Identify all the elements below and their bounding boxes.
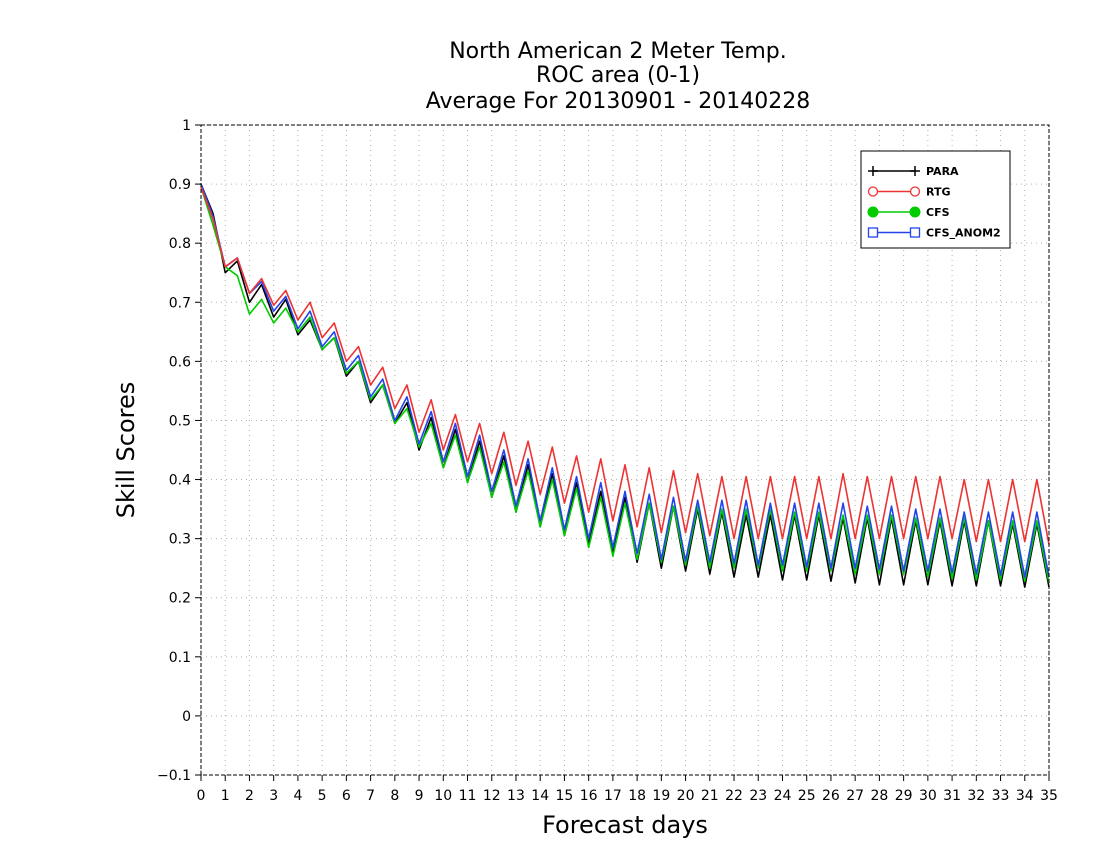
legend-marker-square: [867, 227, 879, 238]
x-tick-label: 29: [895, 788, 913, 804]
legend-marker-dot: [867, 206, 879, 218]
x-tick-label: 23: [749, 788, 767, 804]
x-tick-label: 15: [556, 788, 574, 804]
series-line-cfs-anom2: [200, 183, 1050, 578]
chart-title-line-1: North American 2 Meter Temp.: [449, 39, 787, 64]
x-tick-label: 31: [943, 788, 961, 804]
x-tick-label: 24: [774, 788, 792, 804]
y-tick-label: 0.1: [169, 650, 191, 666]
x-tick-label: 12: [483, 788, 501, 804]
x-tick-label: 22: [725, 788, 743, 804]
legend-marker-square: [909, 227, 921, 238]
chart-title-line-2: ROC area (0-1): [536, 63, 700, 88]
x-tick-label: 13: [507, 788, 525, 804]
x-tick-label: 19: [652, 788, 670, 804]
x-tick-label: 1: [221, 788, 230, 804]
y-tick-label: 0.2: [169, 591, 191, 607]
x-tick-label: 34: [1016, 788, 1034, 804]
x-tick-label: 30: [919, 788, 937, 804]
x-tick-label: 26: [822, 788, 840, 804]
y-tick-label: 0.7: [169, 295, 191, 311]
y-tick-label: 0.9: [169, 177, 191, 193]
legend-marker-circle: [867, 186, 879, 197]
x-tick-label: 27: [846, 788, 864, 804]
y-tick-label: 0.5: [169, 413, 191, 429]
x-tick-label: 14: [531, 788, 549, 804]
series-lines: [200, 183, 1050, 588]
plot-frame: [200, 124, 1050, 776]
x-axis-ticks: 0 1 2 3 4 5 6 7 8 9 10 11 12 13 14 15 16 17 18 19 20 21 22 23 24…: [197, 775, 1058, 804]
y-tick-label: 0: [182, 709, 191, 725]
x-tick-label: 17: [604, 788, 622, 804]
x-tick-label: 32: [967, 788, 985, 804]
series-line-rtg: [200, 186, 1050, 545]
y-tick-label: −0.1: [157, 768, 191, 784]
y-tick-label: 0.3: [169, 532, 191, 548]
x-axis-title: Forecast days: [542, 811, 708, 839]
legend-items: PARA RTG CFS CFS_ANOM2: [867, 165, 1001, 240]
x-tick-label: 35: [1040, 788, 1058, 804]
legend-label-rtg: RTG: [926, 186, 951, 199]
x-tick-label: 16: [580, 788, 598, 804]
x-tick-label: 10: [434, 788, 452, 804]
legend: PARA RTG CFS CFS_ANOM2: [860, 150, 1011, 249]
legend-marker-dot: [909, 206, 921, 218]
x-tick-label: 4: [293, 788, 302, 804]
y-tick-label: 1: [182, 118, 191, 134]
series-line-cfs: [200, 186, 1050, 584]
x-tick-label: 33: [992, 788, 1010, 804]
x-tick-label: 18: [628, 788, 646, 804]
x-tick-label: 8: [390, 788, 399, 804]
x-tick-label: 6: [342, 788, 351, 804]
y-tick-label: 0.4: [169, 473, 191, 489]
x-tick-label: 0: [197, 788, 206, 804]
x-tick-label: 9: [415, 788, 424, 804]
x-tick-label: 5: [318, 788, 327, 804]
legend-label-cfs: CFS: [926, 206, 950, 219]
chart-title-line-3: Average For 20130901 - 20140228: [426, 89, 811, 114]
x-tick-label: 7: [366, 788, 375, 804]
x-tick-label: 28: [870, 788, 888, 804]
x-tick-label: 11: [459, 788, 477, 804]
y-axis-ticks: −0.1 0 0.1 0.2 0.3 0.4 0.5 0.6 0.7 0.8 0.9 1: [157, 118, 201, 784]
x-tick-label: 3: [269, 788, 278, 804]
x-tick-label: 21: [701, 788, 719, 804]
legend-marker-circle: [909, 186, 921, 197]
legend-label-para: PARA: [926, 165, 959, 178]
y-tick-label: 0.6: [169, 354, 191, 370]
grid-lines: [200, 124, 1050, 776]
y-axis-title: Skill Scores: [112, 382, 140, 519]
x-tick-label: 2: [245, 788, 254, 804]
x-tick-label: 25: [798, 788, 816, 804]
legend-label-cfs-anom2: CFS_ANOM2: [926, 227, 1001, 240]
y-tick-label: 0.8: [169, 236, 191, 252]
x-tick-label: 20: [677, 788, 695, 804]
